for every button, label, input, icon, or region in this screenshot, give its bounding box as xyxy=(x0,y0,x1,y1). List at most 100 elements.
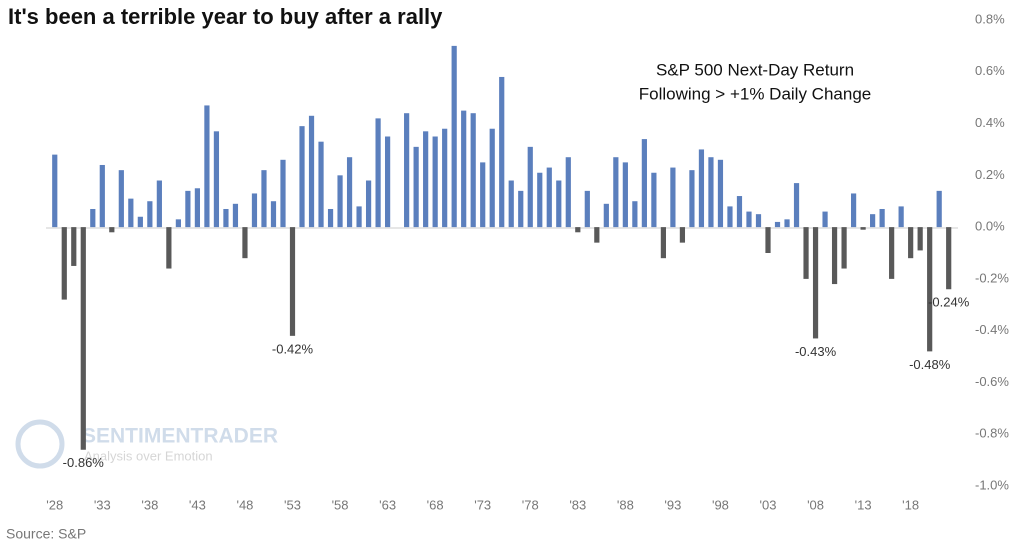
bar xyxy=(375,118,381,228)
data-label: -0.43% xyxy=(795,344,837,359)
bar xyxy=(280,159,286,228)
bar xyxy=(755,214,762,228)
y-tick-label: 0.0% xyxy=(975,219,1005,234)
x-tick-label: '08 xyxy=(807,497,824,512)
bar xyxy=(603,203,609,228)
bar xyxy=(289,227,296,336)
x-tick-label: '13 xyxy=(855,497,872,512)
bar xyxy=(128,198,134,228)
bar xyxy=(385,136,391,228)
bar xyxy=(774,221,781,228)
bar xyxy=(480,162,486,228)
bar xyxy=(71,227,77,266)
x-tick-label: '73 xyxy=(474,497,491,512)
bar xyxy=(451,45,457,228)
data-label: -0.24% xyxy=(928,295,970,310)
bar xyxy=(147,201,153,228)
source: Source: S&P xyxy=(6,526,86,542)
bar xyxy=(185,190,191,228)
bar xyxy=(537,172,543,228)
bar xyxy=(622,162,628,228)
watermark: SENTIMENTRADER Analysis over Emotion xyxy=(15,419,278,469)
bar xyxy=(679,227,686,243)
bar xyxy=(546,167,552,228)
x-tick-label: '68 xyxy=(427,497,444,512)
bar xyxy=(461,110,467,228)
x-tick-label: '43 xyxy=(189,497,206,512)
y-tick-label: -0.8% xyxy=(975,426,1009,441)
bar xyxy=(346,157,353,228)
x-tick-label: '98 xyxy=(712,497,729,512)
x-tick-label: '93 xyxy=(664,497,681,512)
bar xyxy=(717,159,724,228)
bar xyxy=(261,170,267,228)
bar xyxy=(156,180,162,228)
x-tick-label: '53 xyxy=(284,497,301,512)
bar xyxy=(175,219,181,228)
bar xyxy=(708,157,714,228)
bar xyxy=(109,227,115,233)
bar xyxy=(61,227,67,300)
bar xyxy=(689,170,695,228)
watermark-tagline: Analysis over Emotion xyxy=(84,448,213,463)
bar xyxy=(793,183,800,228)
bar xyxy=(698,149,705,228)
bar xyxy=(518,190,524,228)
x-tick-label: '28 xyxy=(46,497,63,512)
bar xyxy=(508,180,514,228)
bar xyxy=(860,227,866,230)
bar xyxy=(318,141,324,228)
bar xyxy=(879,208,885,228)
bar xyxy=(584,190,590,228)
bar xyxy=(118,170,124,228)
bar xyxy=(194,188,201,228)
bar xyxy=(52,154,58,228)
bar xyxy=(917,227,923,251)
chart-subtitle: Following > +1% Daily Change xyxy=(639,84,871,103)
y-tick-label: -1.0% xyxy=(975,477,1009,492)
bar xyxy=(803,227,809,279)
x-tick-label: '63 xyxy=(379,497,396,512)
bar xyxy=(670,167,676,228)
bar xyxy=(765,227,771,253)
x-tick-label: '48 xyxy=(236,497,253,512)
bar xyxy=(565,157,571,228)
bar xyxy=(613,157,619,228)
data-label: -0.42% xyxy=(272,341,314,356)
data-label: -0.86% xyxy=(63,455,105,470)
bar xyxy=(736,196,743,228)
bar xyxy=(556,180,562,228)
y-tick-label: -0.2% xyxy=(975,270,1009,285)
x-tick-label: '38 xyxy=(141,497,158,512)
bar xyxy=(99,164,105,228)
x-tick-label: '58 xyxy=(332,497,349,512)
y-tick-label: 0.4% xyxy=(975,115,1005,130)
y-tick-label: -0.6% xyxy=(975,374,1009,389)
bar xyxy=(641,139,647,228)
bar xyxy=(936,190,942,228)
x-tick-label: '03 xyxy=(760,497,777,512)
bar xyxy=(213,131,220,228)
y-tick-label: 0.8% xyxy=(975,11,1005,26)
bar xyxy=(404,113,410,228)
bar xyxy=(784,219,790,228)
bar xyxy=(299,126,305,228)
bar xyxy=(166,227,172,269)
x-tick-label: '33 xyxy=(94,497,111,512)
bar xyxy=(527,146,533,228)
data-label: -0.48% xyxy=(909,357,951,372)
bar xyxy=(850,193,857,228)
bar xyxy=(889,227,895,279)
bar xyxy=(489,128,495,228)
watermark-logo xyxy=(15,419,65,469)
bar xyxy=(822,211,828,228)
bar xyxy=(442,128,448,228)
x-tick-label: '78 xyxy=(522,497,539,512)
chart-subtitle: S&P 500 Next-Day Return xyxy=(656,60,854,79)
bar xyxy=(80,227,86,450)
watermark-text: SENTIMENTRADER xyxy=(82,425,278,448)
bar xyxy=(927,227,933,352)
bar xyxy=(470,113,476,228)
bar xyxy=(356,206,362,228)
